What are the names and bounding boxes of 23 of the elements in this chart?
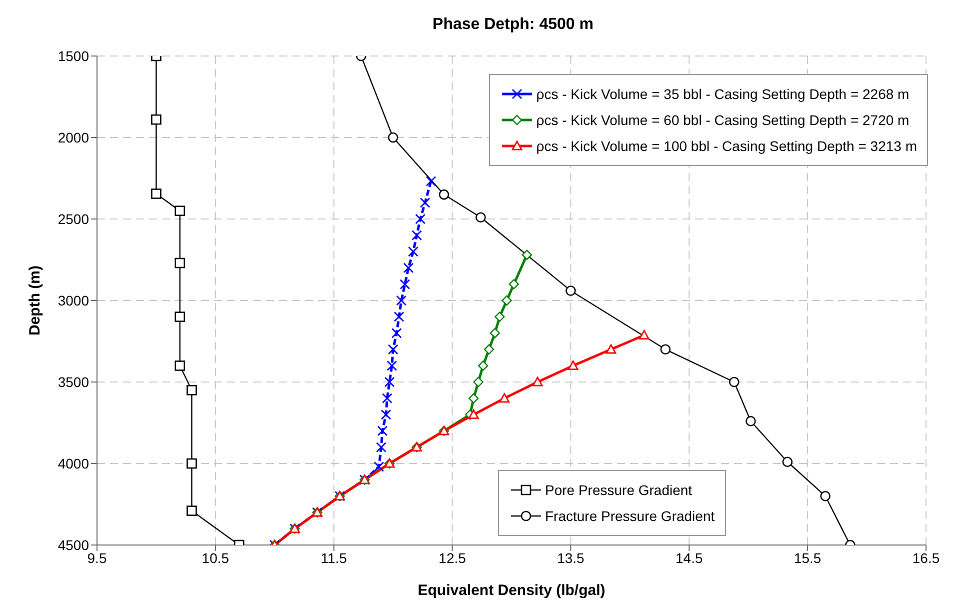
y-tick-label: 4500 [58, 536, 90, 553]
y-tick-label: 4000 [58, 455, 90, 472]
y-tick-label: 3000 [58, 292, 90, 308]
x-tick-label: 9.5 [87, 550, 107, 566]
x-tick-label: 14.5 [676, 550, 703, 566]
y-tick-label: 2500 [58, 210, 90, 227]
y-axis-title: Depth (m) [26, 266, 44, 336]
y-tick-label: 1500 [58, 48, 90, 64]
legend-label: ρcs - Kick Volume = 35 bbl - Casing Setting Depth = 2268 m [536, 86, 910, 102]
legend-label: ρcs - Kick Volume = 100 bbl - Casing Setting Depth = 3213 m [536, 138, 917, 154]
chart-title: Phase Detph: 4500 m [432, 16, 594, 34]
y-tick-label: 2000 [58, 129, 90, 146]
x-tick-label: 15.5 [794, 550, 822, 566]
x-axis-title: Equivalent Density (lb/gal) [418, 582, 606, 599]
x-tick-label: 16.5 [912, 550, 940, 566]
legend-label: Fracture Pressure Gradient [545, 508, 715, 524]
y-tick-label: 3500 [58, 374, 90, 390]
legend-label: Pore Pressure Gradient [545, 482, 692, 498]
legend-label: ρcs - Kick Volume = 60 bbl - Casing Setting Depth = 2720 m [536, 112, 910, 128]
x-tick-label: 13.5 [557, 550, 585, 566]
x-tick-label: 10.5 [202, 550, 230, 566]
x-tick-label: 11.5 [320, 550, 348, 566]
x-tick-label: 12.5 [438, 550, 466, 566]
